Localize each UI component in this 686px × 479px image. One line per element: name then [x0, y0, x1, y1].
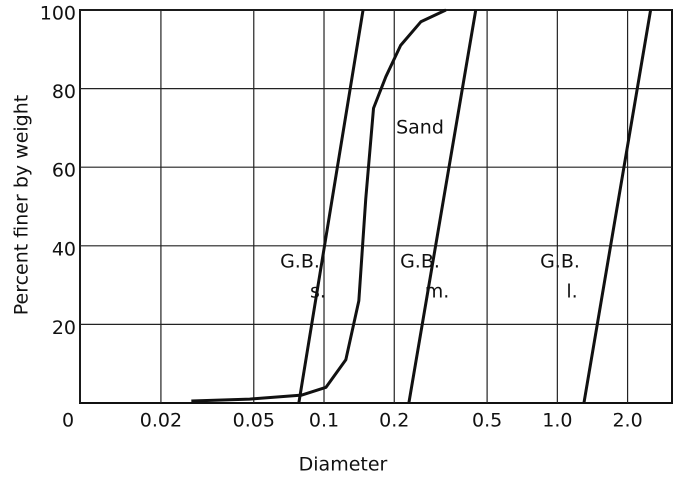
y-tick-label: 20	[52, 317, 76, 339]
series-label: Sand	[396, 117, 444, 139]
y-tick-label: 40	[52, 238, 76, 260]
data-line	[582, 9, 653, 404]
x-tick-label: 0	[62, 410, 74, 432]
x-tick-label: 0.02	[140, 410, 182, 432]
series-label: s.	[310, 281, 326, 303]
x-tick-label: 0.05	[233, 410, 275, 432]
plot-frame	[79, 9, 673, 404]
x-tick-label: 0.2	[379, 410, 409, 432]
y-tick-label: 100	[40, 3, 76, 25]
series-label: G.B.	[400, 251, 440, 273]
y-axis-title: Percent finer by weight	[11, 95, 33, 316]
y-tick-label: 80	[52, 81, 76, 103]
series-label: m.	[425, 281, 450, 303]
series-label: G.B.	[280, 251, 320, 273]
data-line	[297, 9, 365, 404]
y-tick-label: 60	[52, 160, 76, 182]
data-line	[407, 9, 478, 404]
x-tick-label: 0.5	[472, 410, 502, 432]
series-label: G.B.	[540, 251, 580, 273]
x-tick-label: 1.0	[542, 410, 572, 432]
series-label: l.	[566, 281, 577, 303]
data-line	[191, 8, 447, 403]
x-tick-label: 2.0	[612, 410, 642, 432]
x-axis-title: Diameter	[299, 454, 388, 476]
x-tick-label: 0.1	[309, 410, 339, 432]
